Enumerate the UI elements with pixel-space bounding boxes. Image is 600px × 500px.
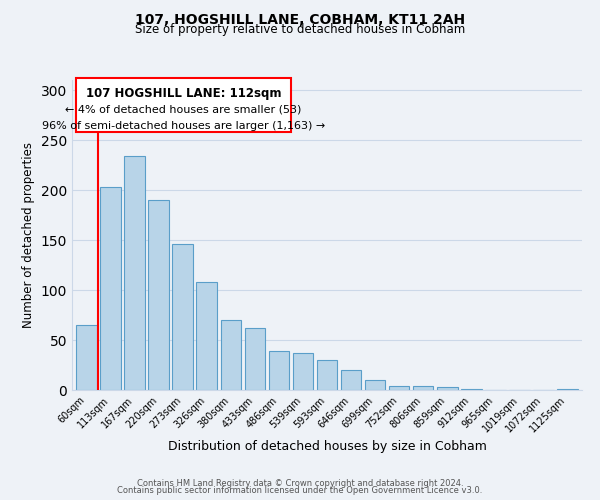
Text: ← 4% of detached houses are smaller (53): ← 4% of detached houses are smaller (53) xyxy=(65,104,301,114)
FancyBboxPatch shape xyxy=(76,78,291,132)
Bar xyxy=(341,370,361,390)
Text: 107 HOGSHILL LANE: 112sqm: 107 HOGSHILL LANE: 112sqm xyxy=(86,87,281,100)
Bar xyxy=(317,360,337,390)
Text: Size of property relative to detached houses in Cobham: Size of property relative to detached ho… xyxy=(135,22,465,36)
Bar xyxy=(389,386,409,390)
Bar xyxy=(437,387,458,390)
Bar xyxy=(148,200,169,390)
Bar xyxy=(221,320,241,390)
Text: 107, HOGSHILL LANE, COBHAM, KT11 2AH: 107, HOGSHILL LANE, COBHAM, KT11 2AH xyxy=(135,12,465,26)
Bar xyxy=(461,389,482,390)
Bar xyxy=(413,386,433,390)
X-axis label: Distribution of detached houses by size in Cobham: Distribution of detached houses by size … xyxy=(167,440,487,452)
Bar xyxy=(172,244,193,390)
Y-axis label: Number of detached properties: Number of detached properties xyxy=(22,142,35,328)
Bar xyxy=(76,325,97,390)
Bar xyxy=(196,282,217,390)
Bar xyxy=(124,156,145,390)
Text: 96% of semi-detached houses are larger (1,163) →: 96% of semi-detached houses are larger (… xyxy=(41,121,325,131)
Bar xyxy=(269,351,289,390)
Bar xyxy=(100,187,121,390)
Bar xyxy=(557,389,578,390)
Bar xyxy=(365,380,385,390)
Text: Contains public sector information licensed under the Open Government Licence v3: Contains public sector information licen… xyxy=(118,486,482,495)
Bar xyxy=(245,328,265,390)
Text: Contains HM Land Registry data © Crown copyright and database right 2024.: Contains HM Land Registry data © Crown c… xyxy=(137,478,463,488)
Bar xyxy=(293,353,313,390)
